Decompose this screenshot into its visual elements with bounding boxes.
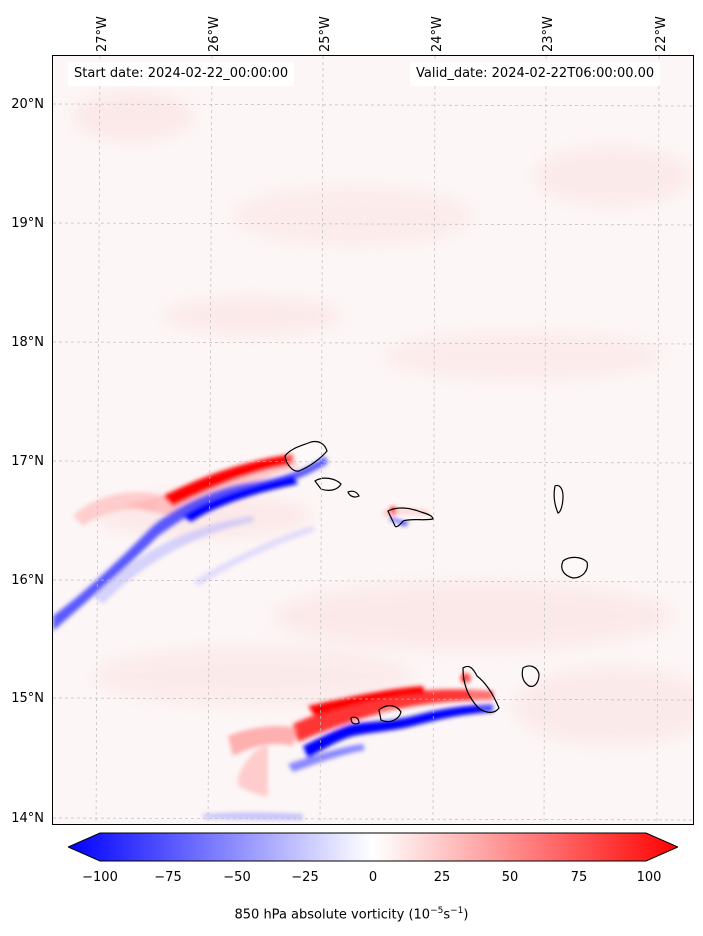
colorbar-label: 850 hPa absolute vorticity (10−5s−1) <box>234 906 469 923</box>
lon-label-26w: 26°W <box>207 16 222 52</box>
start-date-label: Start date: 2024-02-22_00:00:00 <box>68 62 295 86</box>
island-coastlines <box>284 440 588 725</box>
colorbar-tick-50: 50 <box>501 870 519 885</box>
lat-label-19n: 19°N <box>11 216 44 231</box>
colorbar-tick-100: 100 <box>636 870 662 885</box>
colorbar-tick-neg25: −25 <box>291 870 319 885</box>
vorticity-map <box>52 55 694 825</box>
colorbar <box>68 832 678 862</box>
island-fogo <box>378 705 402 723</box>
lon-label-23w: 23°W <box>541 16 556 52</box>
island-sao-nicolau <box>387 507 434 528</box>
vorticity-field <box>53 56 693 824</box>
island-sal <box>553 484 564 514</box>
island-santa-luzia <box>347 490 360 498</box>
lon-label-22w: 22°W <box>654 16 669 52</box>
island-brava <box>350 716 360 725</box>
colorbar-tick-neg100: −100 <box>82 870 118 885</box>
lat-label-20n: 20°N <box>11 97 44 112</box>
island-santo-antao <box>284 440 328 472</box>
lat-label-18n: 18°N <box>11 335 44 350</box>
island-maio <box>521 665 540 687</box>
island-boa-vista <box>561 556 588 579</box>
background-vorticity-patches <box>73 91 693 746</box>
colorbar-tick-25: 25 <box>433 870 451 885</box>
valid-date-label: Valid_date: 2024-02-22T06:00:00.00 <box>410 62 661 86</box>
colorbar-tick-0: 0 <box>368 870 378 885</box>
colorbar-tick-75: 75 <box>570 870 588 885</box>
lat-label-16n: 16°N <box>11 573 44 588</box>
lat-label-15n: 15°N <box>11 691 44 706</box>
lon-label-25w: 25°W <box>318 16 333 52</box>
lon-label-27w: 27°W <box>95 16 110 52</box>
island-santiago <box>462 665 500 713</box>
southern-vorticity-band <box>203 673 493 820</box>
northern-vorticity-band <box>53 454 428 631</box>
lon-label-24w: 24°W <box>430 16 445 52</box>
map-gridlines <box>53 56 693 824</box>
lat-label-14n: 14°N <box>11 811 44 826</box>
colorbar-tick-neg75: −75 <box>154 870 182 885</box>
island-sao-vicente <box>314 477 342 491</box>
lat-label-17n: 17°N <box>11 454 44 469</box>
colorbar-tick-neg50: −50 <box>223 870 251 885</box>
